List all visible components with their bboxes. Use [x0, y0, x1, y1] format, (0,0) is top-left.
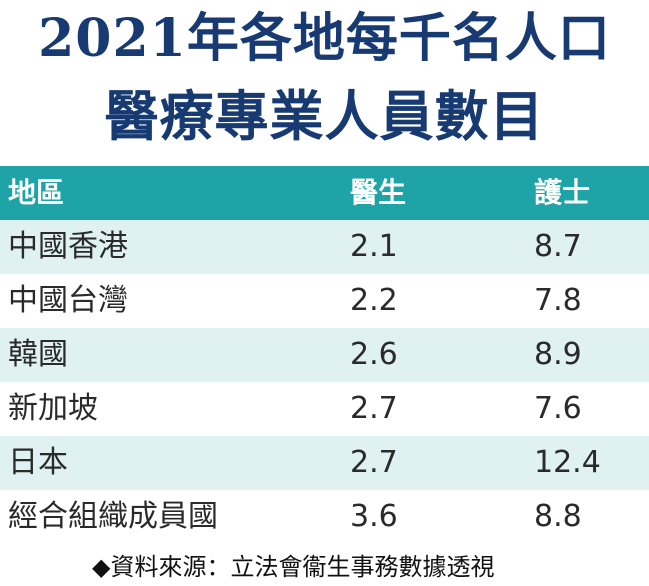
doctor-cell: 3.6 — [350, 499, 398, 534]
nurse-cell: 8.7 — [534, 229, 582, 264]
table-row: 韓國 2.6 8.9 — [0, 328, 649, 382]
table-header-row: 地區 醫生 護士 — [0, 166, 649, 220]
table-row: 中國香港 2.1 8.7 — [0, 220, 649, 274]
nurse-cell: 8.9 — [534, 337, 582, 372]
region-cell: 中國台灣 — [8, 283, 128, 318]
nurse-cell: 7.8 — [534, 283, 582, 318]
page-subtitle: 醫療專業人員數目 — [104, 84, 545, 148]
data-table: 地區 醫生 護士 中國香港 2.1 8.7 中國台灣 2.2 7.8 韓國 2.… — [0, 166, 649, 548]
header-region: 地區 — [8, 176, 65, 209]
page-title: 2021年各地每千名人口 — [38, 8, 611, 69]
table-row: 日本 2.7 12.4 — [0, 436, 649, 490]
table-row: 中國台灣 2.2 7.8 — [0, 274, 649, 328]
source-note: ◆資料來源：立法會衞生事務數據透視 — [92, 553, 495, 581]
doctor-cell: 2.7 — [350, 445, 398, 480]
nurse-cell: 7.6 — [534, 391, 582, 426]
table-row: 經合組織成員國 3.6 8.8 — [0, 490, 649, 544]
doctor-cell: 2.2 — [350, 283, 398, 318]
doctor-cell: 2.6 — [350, 337, 398, 372]
nurse-cell: 12.4 — [534, 445, 601, 480]
header-doctor: 醫生 — [350, 176, 407, 209]
title-block: 2021年各地每千名人口 醫療專業人員數目 — [0, 0, 649, 166]
region-cell: 韓國 — [8, 337, 68, 372]
region-cell: 新加坡 — [8, 391, 98, 426]
region-cell: 中國香港 — [8, 229, 128, 264]
nurse-cell: 8.8 — [534, 499, 582, 534]
doctor-cell: 2.1 — [350, 229, 398, 264]
table-row: 新加坡 2.7 7.6 — [0, 382, 649, 436]
header-nurse: 護士 — [534, 176, 591, 209]
doctor-cell: 2.7 — [350, 391, 398, 426]
region-cell: 日本 — [8, 445, 68, 480]
region-cell: 經合組織成員國 — [8, 499, 218, 534]
